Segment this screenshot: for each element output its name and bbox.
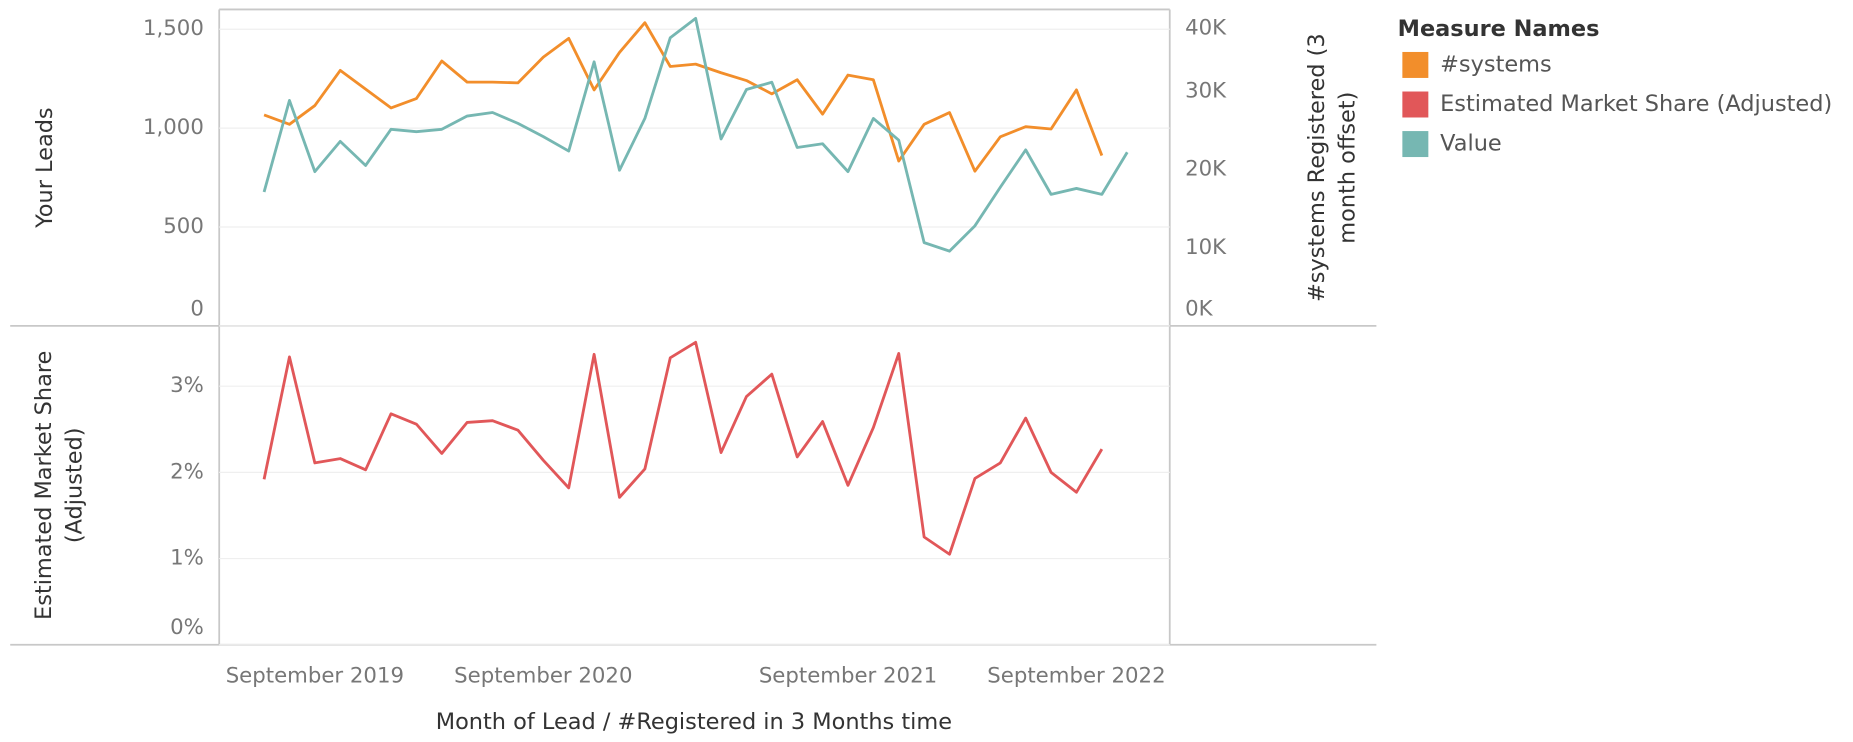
tick-label: 3% — [170, 373, 204, 398]
tick-label: 1,500 — [143, 16, 204, 41]
axis-label: Estimated Market Share — [31, 351, 57, 620]
x-tick-label: September 2021 — [759, 664, 937, 689]
legend-swatch — [1402, 91, 1429, 118]
tick-label: 20K — [1185, 157, 1227, 182]
axis-label: month offset) — [1335, 92, 1361, 244]
line-series — [263, 21, 1104, 173]
tick-label: 0% — [170, 615, 204, 640]
tick-label: 40K — [1185, 15, 1227, 40]
tick-label: 0K — [1185, 296, 1214, 321]
tick-label: 2% — [170, 459, 204, 484]
x-tick-label: September 2020 — [454, 664, 632, 689]
line-series — [262, 16, 1129, 253]
x-axis-label: Month of Lead / #Registered in 3 Months … — [436, 709, 952, 735]
x-tick-label: September 2019 — [226, 664, 404, 689]
tick-label: 10K — [1185, 235, 1227, 260]
axis-label: #systems Registered (3 — [1304, 33, 1330, 302]
tick-label: 1% — [170, 546, 204, 571]
tick-label: 500 — [163, 214, 204, 239]
x-tick-label: September 2022 — [987, 664, 1165, 689]
axis-label: Your Leads — [32, 107, 58, 229]
legend-label: #systems — [1440, 51, 1552, 77]
legend-label: Estimated Market Share (Adjusted) — [1440, 91, 1832, 117]
legend-swatch — [1402, 131, 1429, 158]
tick-label: 1,000 — [143, 115, 204, 140]
tick-label: 30K — [1185, 78, 1227, 103]
axis-label: (Adjusted) — [62, 427, 88, 543]
line-series — [262, 340, 1104, 556]
tick-label: 0 — [190, 296, 204, 321]
legend-label: Value — [1440, 131, 1502, 157]
legend-swatch — [1402, 51, 1429, 78]
legend-title: Measure Names — [1398, 16, 1600, 42]
